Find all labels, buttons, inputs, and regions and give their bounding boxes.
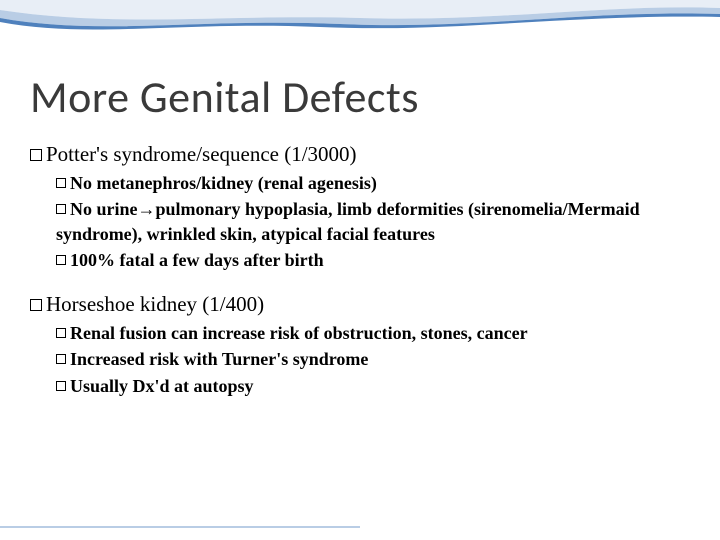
- square-bullet-icon: [30, 149, 42, 161]
- top-wave-decoration: [0, 0, 720, 45]
- section-spacer: [30, 274, 690, 292]
- square-bullet-icon: [56, 381, 66, 391]
- slide-content: More Genital Defects Potter's syndrome/s…: [30, 70, 690, 400]
- section1-heading-text: Potter's syndrome/sequence (1/3000): [46, 142, 357, 166]
- section2-heading: Horseshoe kidney (1/400): [30, 292, 690, 317]
- square-bullet-icon: [56, 255, 66, 265]
- section2-item: Increased risk with Turner's syndrome: [30, 347, 690, 371]
- bottom-accent-line: [0, 526, 360, 528]
- square-bullet-icon: [56, 204, 66, 214]
- section2-item-text: Usually Dx'd at autopsy: [70, 376, 254, 396]
- section1-item-text: No metanephros/kidney (renal agenesis): [70, 173, 377, 193]
- section2-item: Usually Dx'd at autopsy: [30, 374, 690, 398]
- section1-heading: Potter's syndrome/sequence (1/3000): [30, 142, 690, 167]
- section1-item: No metanephros/kidney (renal agenesis): [30, 171, 690, 195]
- square-bullet-icon: [30, 299, 42, 311]
- section2-item: Renal fusion can increase risk of obstru…: [30, 321, 690, 345]
- section2-item-text: Increased risk with Turner's syndrome: [70, 349, 368, 369]
- section1-item: 100% fatal a few days after birth: [30, 248, 690, 272]
- square-bullet-icon: [56, 328, 66, 338]
- square-bullet-icon: [56, 178, 66, 188]
- section1-item-text: 100% fatal a few days after birth: [70, 250, 324, 270]
- section1-item-text: No urine→pulmonary hypoplasia, limb defo…: [56, 199, 640, 243]
- section1-item: No urine→pulmonary hypoplasia, limb defo…: [30, 197, 690, 246]
- section2-heading-text: Horseshoe kidney (1/400): [46, 292, 264, 316]
- slide-title: More Genital Defects: [30, 70, 690, 124]
- section2-item-text: Renal fusion can increase risk of obstru…: [70, 323, 528, 343]
- square-bullet-icon: [56, 354, 66, 364]
